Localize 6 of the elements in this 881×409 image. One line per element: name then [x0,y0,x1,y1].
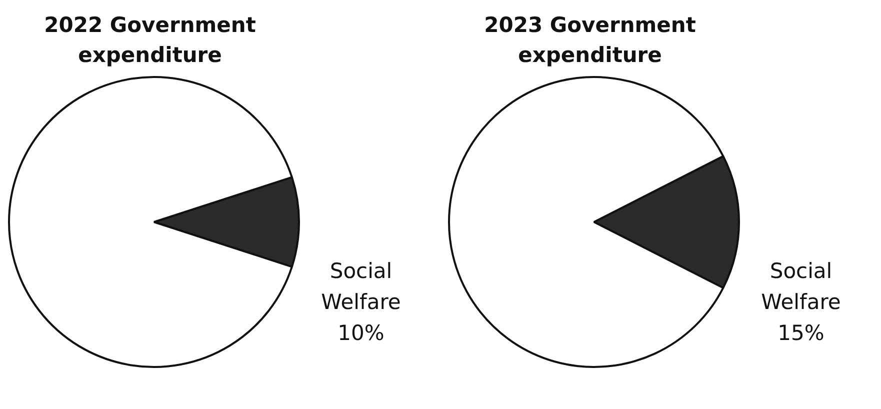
chart-title: 2022 Government expenditure [43,12,257,69]
slice-label: Social Welfare [761,259,841,314]
chart-title: 2023 Government expenditure [483,12,697,69]
data-label: 10% [338,321,384,346]
data-label: 15% [778,321,824,346]
slice-label: Social Welfare [321,259,401,314]
